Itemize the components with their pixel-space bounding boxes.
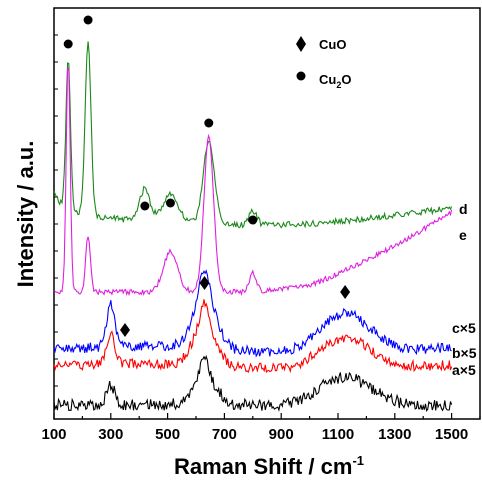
series-label-e: e — [459, 227, 467, 243]
cu2o-peak-marker — [204, 118, 214, 128]
cu2o-peak-marker — [248, 215, 258, 225]
cu2o-peak-marker — [63, 39, 73, 49]
legend-cu2o-circle-icon — [296, 71, 306, 81]
legend-cuo-diamond-icon — [296, 36, 306, 52]
x-tick-label: 300 — [98, 426, 123, 443]
x-tick-label: 700 — [212, 426, 237, 443]
x-tick-label: 900 — [269, 426, 294, 443]
series-label-b: b×5 — [452, 345, 477, 361]
cu2o-peak-marker — [165, 198, 175, 208]
legend-cuo-label: CuO — [319, 37, 346, 52]
series-label-a: a×5 — [452, 362, 476, 378]
series-line-e — [53, 67, 453, 297]
peak-markers — [63, 15, 351, 337]
series-label-d: d — [459, 201, 468, 217]
x-tick-label: 1100 — [322, 426, 355, 443]
cu2o-peak-marker — [140, 201, 150, 211]
x-axis-tick-labels: 100 300 500 700 900 1100 1300 1500 — [41, 426, 468, 443]
cuo-peak-marker — [120, 323, 130, 337]
plot-frame — [53, 7, 481, 420]
y-axis-ticks — [54, 34, 58, 387]
x-tick-label: 500 — [155, 426, 180, 443]
series-line-c — [53, 269, 452, 358]
cuo-peak-marker — [340, 285, 351, 299]
legend-cu2o-label: Cu2O — [319, 72, 351, 90]
cu2o-peak-marker — [83, 15, 93, 25]
series-line-a — [53, 354, 453, 413]
series-line-d — [53, 41, 453, 229]
cuo-peak-marker — [199, 276, 210, 290]
legend: CuO Cu2O — [296, 36, 351, 90]
series-label-c: c×5 — [452, 320, 476, 336]
x-tick-label: 1300 — [378, 426, 411, 443]
series-line-b — [53, 299, 453, 374]
x-axis-ticks — [53, 413, 481, 419]
x-tick-label: 1500 — [435, 426, 468, 443]
x-axis-title: Raman Shift / cm-1 — [174, 453, 364, 479]
series-group — [53, 41, 453, 413]
y-axis-title: Intensity / a.u. — [13, 141, 38, 288]
x-tick-label: 100 — [41, 426, 66, 443]
